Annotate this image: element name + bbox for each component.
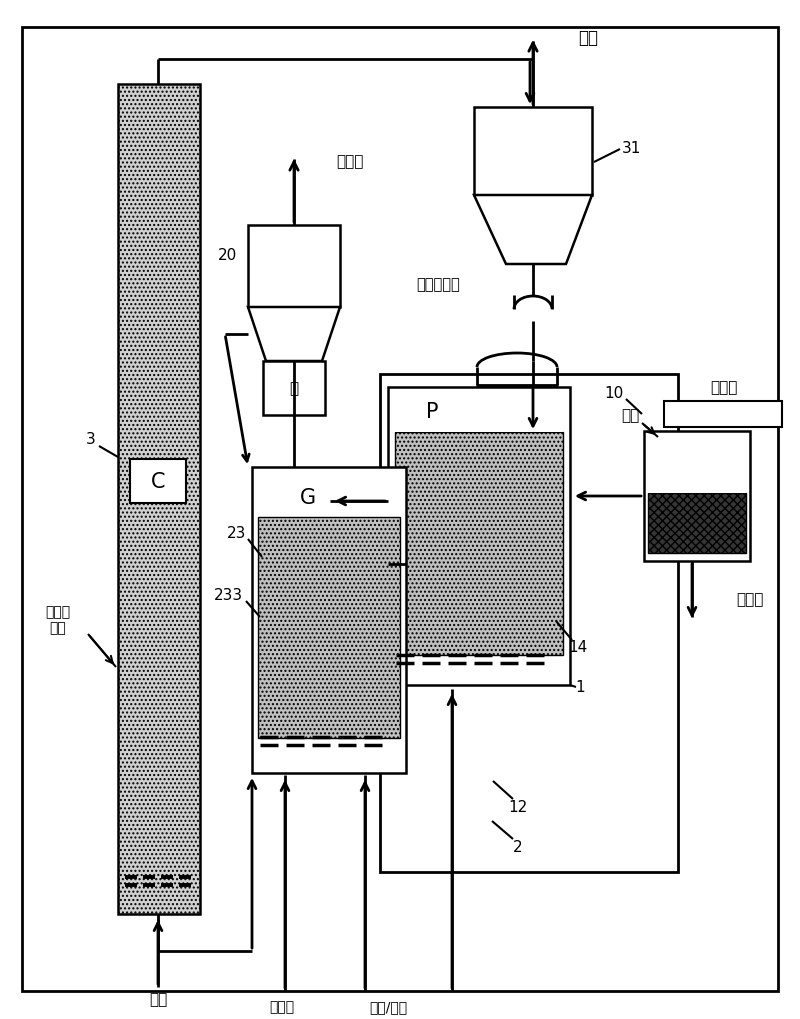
Text: 热载体
补充: 热载体 补充 xyxy=(46,604,70,635)
Text: 燃料: 燃料 xyxy=(622,408,640,423)
Bar xyxy=(648,493,746,553)
Bar xyxy=(395,394,563,433)
Text: 烟气: 烟气 xyxy=(578,29,598,47)
Polygon shape xyxy=(474,196,592,265)
Text: 2: 2 xyxy=(513,840,523,855)
Bar xyxy=(252,468,406,773)
Text: 3: 3 xyxy=(86,432,96,447)
Bar xyxy=(474,108,592,196)
Text: 热解气: 热解气 xyxy=(710,380,738,395)
Bar xyxy=(263,362,325,416)
Bar xyxy=(648,435,746,493)
Bar xyxy=(395,433,563,655)
Text: 12: 12 xyxy=(508,800,528,815)
Bar xyxy=(388,387,570,686)
Text: 热解油: 热解油 xyxy=(736,592,763,607)
Text: 14: 14 xyxy=(568,640,588,655)
Bar xyxy=(664,401,782,428)
Text: 23: 23 xyxy=(226,526,246,541)
Text: G: G xyxy=(300,487,316,507)
Text: 空气: 空气 xyxy=(149,991,167,1007)
Text: 31: 31 xyxy=(622,141,642,155)
Bar xyxy=(258,518,400,739)
Bar xyxy=(644,432,750,561)
Text: 灰: 灰 xyxy=(290,381,298,396)
Text: P: P xyxy=(426,401,438,422)
Text: 氧气/空气: 氧气/空气 xyxy=(369,999,407,1013)
Text: 水蜀汽: 水蜀汽 xyxy=(270,999,294,1013)
Text: 高温热载体: 高温热载体 xyxy=(416,277,460,292)
Text: 1: 1 xyxy=(575,680,585,695)
Text: 10: 10 xyxy=(605,385,624,400)
Bar xyxy=(130,460,186,503)
Text: 233: 233 xyxy=(214,588,243,603)
Polygon shape xyxy=(248,308,340,362)
Bar xyxy=(258,474,400,516)
Bar xyxy=(380,375,678,872)
Bar xyxy=(118,85,200,914)
Bar xyxy=(248,226,340,308)
Text: 20: 20 xyxy=(218,248,237,262)
Text: C: C xyxy=(150,472,166,491)
Text: 合成气: 合成气 xyxy=(336,154,363,169)
